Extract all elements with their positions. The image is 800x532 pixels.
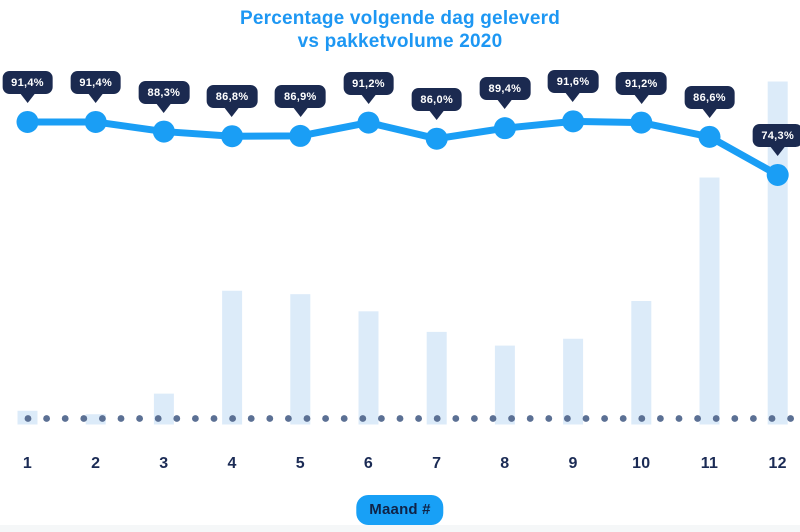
baseline-dot [303,415,311,422]
line-point-marker [493,117,516,140]
point-label-tooltip: 91,4% [70,70,122,94]
baseline-dot [471,415,478,422]
baseline-dot [619,415,627,422]
baseline-dot [229,415,237,422]
point-label-tooltip: 86,0% [411,87,463,111]
baseline-dot [731,415,739,422]
percentage-line [24,117,782,179]
baseline-dot [61,415,69,422]
baseline-dot [136,415,144,422]
volume-bar [222,290,243,425]
line-point-marker [357,111,380,134]
x-axis-tick-label: 1 [22,455,33,472]
baseline-dot [415,415,422,422]
point-label-tooltip: 74,3% [752,123,800,147]
x-axis-tick-label: 3 [159,455,169,472]
baseline-dot [508,415,515,422]
volume-bar [426,331,447,425]
point-label-tooltip: 91,4% [2,70,53,94]
point-label-tooltip: 86,8% [206,85,258,109]
point-label-tooltip: 89,4% [479,77,531,101]
baseline-dot [564,415,571,422]
baseline-dot [99,415,106,422]
line-point-marker [562,110,585,133]
line-point-marker [84,110,107,133]
line-point-marker [425,127,448,150]
x-axis-tick-label: 12 [768,455,787,472]
line-point-marker [289,124,312,147]
baseline-dot [545,415,553,422]
baseline-dot [322,415,329,422]
baseline-dot [750,415,757,422]
chart-title-line1: Percentage volgende dag geleverd [239,8,560,29]
x-axis-tick-label: 8 [500,455,510,472]
x-axis-tick-label: 10 [632,455,651,472]
point-label-tooltip: 88,3% [138,80,190,104]
x-axis-tick-label: 4 [227,455,237,472]
line-point-marker [630,111,653,134]
x-axis-tick-label: 2 [91,455,101,472]
x-axis-tick-label: 9 [568,455,578,472]
bottom-edge-shade [0,525,800,532]
baseline-dot [582,415,590,422]
volume-bar [699,177,720,425]
baseline-dot [787,415,794,422]
volume-bar [290,294,311,425]
point-label-tooltip: 91,2% [615,71,667,95]
x-axis-tick-label: 5 [295,455,305,472]
baseline-dot [694,415,701,422]
baseline-dot [117,415,125,422]
baseline-dot [657,415,664,422]
x-axis-label-badge: Maand # [356,495,444,525]
volume-bar [631,301,652,425]
line-point-marker [16,110,39,133]
baseline-dot [43,415,50,422]
baseline-dot [526,415,534,422]
point-label-tooltip: 86,6% [684,85,735,109]
baseline-dot [173,415,181,422]
chart-title: Percentage volgende dag geleverd vs pakk… [0,7,800,53]
line-point-marker [766,163,789,186]
x-axis-tick-label: 11 [700,455,719,472]
volume-bar [85,414,106,425]
volume-bar [358,311,379,425]
baseline-dot [378,415,385,422]
point-label-tooltip: 91,2% [343,71,394,95]
x-axis-tick-label: 7 [432,455,442,472]
x-axis-tick-label: 6 [363,455,374,472]
baseline-dot [266,415,274,422]
line-point-marker [698,125,721,148]
baseline-dot [675,415,683,422]
volume-bar [563,338,584,425]
baseline-dot [601,415,608,422]
point-label-tooltip: 86,9% [274,84,326,108]
point-label-tooltip: 91,6% [547,70,599,94]
line-point-marker [221,125,244,148]
baseline-dot [638,415,646,422]
baseline-dot [712,415,720,422]
baseline-dot [340,415,348,422]
baseline-dot [285,415,292,422]
baseline-dot [192,415,199,422]
baseline-dot [359,415,367,422]
baseline-dot [247,415,255,422]
baseline-dot [768,415,776,422]
volume-bar [494,345,515,425]
baseline-dot [452,415,460,422]
line-point-marker [152,120,175,143]
baseline-dot [210,415,218,422]
baseline-dot [24,415,32,422]
baseline-dot [80,415,88,422]
baseline-dot [154,415,162,422]
baseline-dot [433,415,441,422]
chart-title-line2: vs pakketvolume 2020 [297,31,503,52]
baseline-dot [396,415,404,422]
baseline-dot [489,415,497,422]
